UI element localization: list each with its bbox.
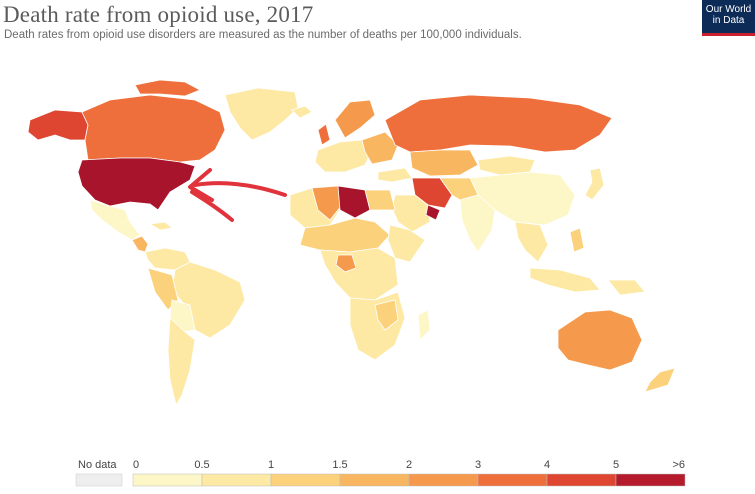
region-southeast-africa[interactable] [374, 299, 399, 331]
legend-tick-label: 0 [133, 459, 139, 471]
region-greenland[interactable] [224, 87, 299, 141]
legend-ticks: 0 0.5 1 1.5 2 3 4 5 >6 [133, 459, 685, 471]
region-kazakhstan[interactable] [409, 149, 479, 177]
region-japan[interactable] [584, 167, 605, 201]
region-new-zealand[interactable] [644, 367, 676, 393]
legend-bin[interactable] [408, 473, 479, 487]
our-world-in-data-logo[interactable]: Our World in Data [702, 0, 755, 36]
legend-tick-label: 4 [544, 459, 550, 471]
region-central-america[interactable] [131, 235, 149, 253]
legend-tick-label: 1.5 [332, 459, 347, 471]
region-indonesia[interactable] [529, 267, 601, 293]
world-map [0, 55, 755, 450]
legend-bin[interactable] [477, 473, 548, 487]
legend-tick-label: 1 [268, 459, 274, 471]
region-canada-islands[interactable] [134, 79, 201, 97]
region-canada[interactable] [81, 94, 226, 163]
region-united-kingdom[interactable] [317, 123, 331, 146]
region-united-states[interactable] [77, 157, 196, 211]
region-egypt[interactable] [364, 189, 396, 211]
region-algeria[interactable] [311, 185, 343, 221]
region-madagascar[interactable] [417, 309, 431, 341]
region-horn-of-africa[interactable] [387, 224, 426, 263]
logo-line-2: in Data [712, 15, 745, 26]
region-papua[interactable] [607, 279, 646, 296]
region-mexico[interactable] [89, 199, 141, 241]
red-arrow-annotation [188, 168, 287, 222]
region-australia[interactable] [557, 309, 643, 371]
color-legend: No data 0 0.5 1 1.5 2 3 4 5 >6 [75, 459, 686, 487]
region-western-europe[interactable] [314, 139, 373, 173]
page-subtitle: Death rates from opioid use disorders ar… [4, 29, 522, 41]
legend-tick-label: 3 [475, 459, 481, 471]
page-title: Death rate from opioid use, 2017 [3, 2, 314, 27]
region-india[interactable] [459, 194, 496, 253]
legend-bin[interactable] [201, 473, 272, 487]
legend-no-data-swatch [75, 473, 123, 487]
region-brazil[interactable] [171, 261, 246, 339]
legend-tick-label: 2 [406, 459, 412, 471]
region-southeast-asia[interactable] [514, 221, 549, 263]
region-iceland[interactable] [291, 105, 313, 119]
legend-bin[interactable] [132, 473, 203, 487]
legend-no-data-label: No data [78, 459, 117, 471]
region-nigeria[interactable] [335, 254, 357, 273]
legend-bin[interactable] [546, 473, 617, 487]
legend-tick-label: 5 [613, 459, 619, 471]
region-philippines[interactable] [569, 227, 585, 253]
region-uae[interactable] [425, 204, 441, 221]
region-caribbean[interactable] [148, 221, 173, 231]
logo-line-1: Our World [705, 4, 752, 15]
legend-bin[interactable] [339, 473, 410, 487]
legend-tick-label: >6 [672, 459, 685, 471]
legend-bins [132, 473, 686, 487]
region-libya[interactable] [337, 185, 371, 219]
legend-tick-label: 0.5 [194, 459, 209, 471]
region-scandinavia[interactable] [334, 99, 376, 139]
region-sahel[interactable] [299, 217, 391, 253]
legend-bin[interactable] [615, 473, 686, 487]
region-eastern-europe[interactable] [361, 131, 399, 165]
region-alaska[interactable] [27, 109, 89, 141]
legend-bin[interactable] [270, 473, 341, 487]
region-turkey[interactable] [377, 167, 413, 183]
region-argentina-chile[interactable] [167, 317, 196, 407]
